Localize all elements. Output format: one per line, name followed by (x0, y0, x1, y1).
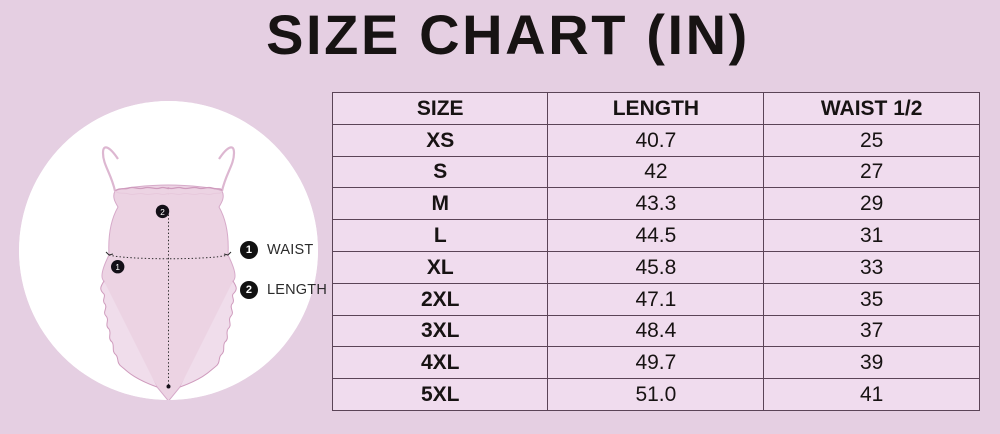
svg-text:2: 2 (160, 208, 165, 217)
svg-text:1: 1 (115, 263, 120, 272)
